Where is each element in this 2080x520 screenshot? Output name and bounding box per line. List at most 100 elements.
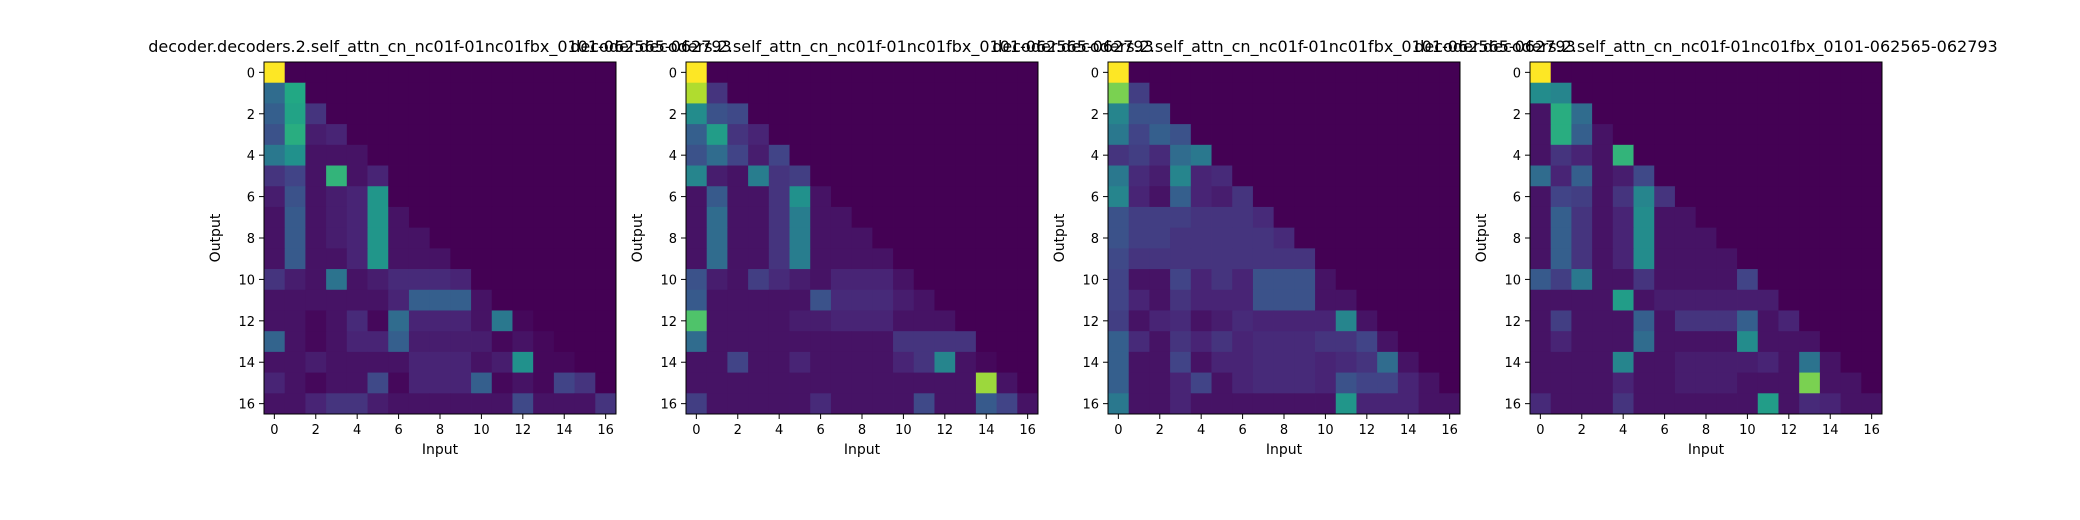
heatmap-cell (1149, 310, 1171, 332)
y-tick-label: 4 (669, 149, 677, 164)
heatmap-cell (1315, 289, 1337, 311)
heatmap-cell (768, 269, 790, 291)
heatmap-cell (1149, 289, 1171, 311)
heatmap-cell (533, 351, 555, 373)
heatmap-cell (1149, 62, 1171, 84)
heatmap-cell (388, 289, 410, 311)
y-tick-label: 0 (669, 66, 677, 81)
heatmap-cell (1819, 124, 1841, 146)
heatmap-cell (1252, 144, 1275, 166)
heatmap-cell (1252, 269, 1275, 291)
heatmap-cell (996, 372, 1018, 394)
heatmap-cell (996, 269, 1018, 291)
heatmap-cell (686, 103, 708, 125)
heatmap-cell (1170, 186, 1192, 208)
heatmap-cell (1211, 165, 1233, 187)
heatmap-cell (706, 165, 728, 187)
heatmap-cell (1356, 227, 1378, 249)
heatmap-cell (471, 289, 493, 311)
heatmap-cell (1757, 124, 1779, 146)
heatmap-cell (1190, 165, 1212, 187)
heatmap-cell (851, 103, 873, 125)
heatmap-cell (450, 103, 472, 125)
heatmap-cell (1633, 124, 1655, 146)
heatmap-cell (893, 310, 915, 332)
heatmap-cell (934, 206, 956, 229)
heatmap-cell (1108, 331, 1130, 353)
heatmap-cell (1335, 269, 1357, 291)
heatmap-cell (1170, 351, 1192, 373)
heatmap-cell (1799, 186, 1821, 208)
heatmap-cell (830, 206, 853, 229)
heatmap-cell (408, 206, 431, 229)
heatmap-cell (1418, 144, 1440, 166)
heatmap-cell (1335, 227, 1357, 249)
heatmap-cell (1149, 227, 1171, 249)
heatmap-cell (512, 62, 534, 84)
heatmap-cell (1861, 269, 1883, 291)
x-tick-label: 10 (1317, 423, 1334, 438)
heatmap-cell (1819, 103, 1841, 125)
heatmap-cell (1017, 248, 1039, 270)
heatmap-cell (1674, 186, 1697, 208)
heatmap-cell (1799, 144, 1821, 166)
heatmap-cell (1211, 186, 1233, 208)
heatmap-cell (1695, 206, 1717, 229)
heatmap-cell (1716, 310, 1738, 332)
heatmap-cell (1315, 331, 1337, 353)
heatmap-cell (450, 331, 472, 353)
heatmap-cell (1356, 165, 1378, 187)
heatmap-cell (810, 227, 832, 249)
heatmap-cell (1170, 269, 1192, 291)
heatmap-cell (1799, 165, 1821, 187)
heatmap-cell (574, 248, 596, 270)
heatmap-cell (706, 310, 728, 332)
heatmap-cell (595, 227, 617, 249)
heatmap-cell (830, 289, 853, 311)
heatmap-cell (1674, 206, 1697, 229)
heatmap-cell (851, 289, 873, 311)
heatmap-cell (1232, 206, 1254, 229)
x-tick-label: 6 (1660, 423, 1668, 438)
heatmap-cell (748, 227, 770, 249)
heatmap-cell (1418, 393, 1440, 415)
heatmap-cell (893, 82, 915, 104)
heatmap-cell (810, 269, 832, 291)
heatmap-cell (1377, 62, 1399, 84)
heatmap-cell (1128, 331, 1150, 353)
heatmap-cell (367, 227, 389, 249)
heatmap-cell (1252, 372, 1275, 394)
heatmap-cell (1799, 82, 1821, 104)
heatmap-cell (1757, 331, 1779, 353)
heatmap-cell (1737, 289, 1759, 311)
heatmap-cell (1654, 186, 1676, 208)
heatmap-cell (1294, 248, 1316, 270)
heatmap-cell (388, 248, 410, 270)
heatmap-cell (1799, 227, 1821, 249)
heatmap-cell (367, 248, 389, 270)
heatmap-cell (1170, 82, 1192, 104)
heatmap-cell (830, 82, 853, 104)
heatmap-cell (1397, 289, 1419, 311)
heatmap-cell (996, 82, 1018, 104)
heatmap-cell (1654, 310, 1676, 332)
heatmap-cell (326, 186, 348, 208)
y-tick-label: 8 (1091, 232, 1099, 247)
heatmap-cell (1017, 269, 1039, 291)
heatmap-cell (1633, 186, 1655, 208)
heatmap-cell (1377, 124, 1399, 146)
heatmap-cell (934, 82, 956, 104)
heatmap-cell (830, 351, 853, 373)
heatmap-cell (1861, 124, 1883, 146)
heatmap-cell (934, 269, 956, 291)
y-tick-label: 6 (1513, 191, 1521, 206)
heatmap-cell (1211, 372, 1233, 394)
heatmap-cell (1592, 248, 1614, 270)
x-tick-label: 4 (1197, 423, 1205, 438)
heatmap-cell (1633, 248, 1655, 270)
heatmap-cell (595, 289, 617, 311)
heatmap-cell (1737, 165, 1759, 187)
heatmap-cell (553, 186, 575, 208)
heatmap-cell (1861, 289, 1883, 311)
heatmap-cell (1778, 103, 1800, 125)
